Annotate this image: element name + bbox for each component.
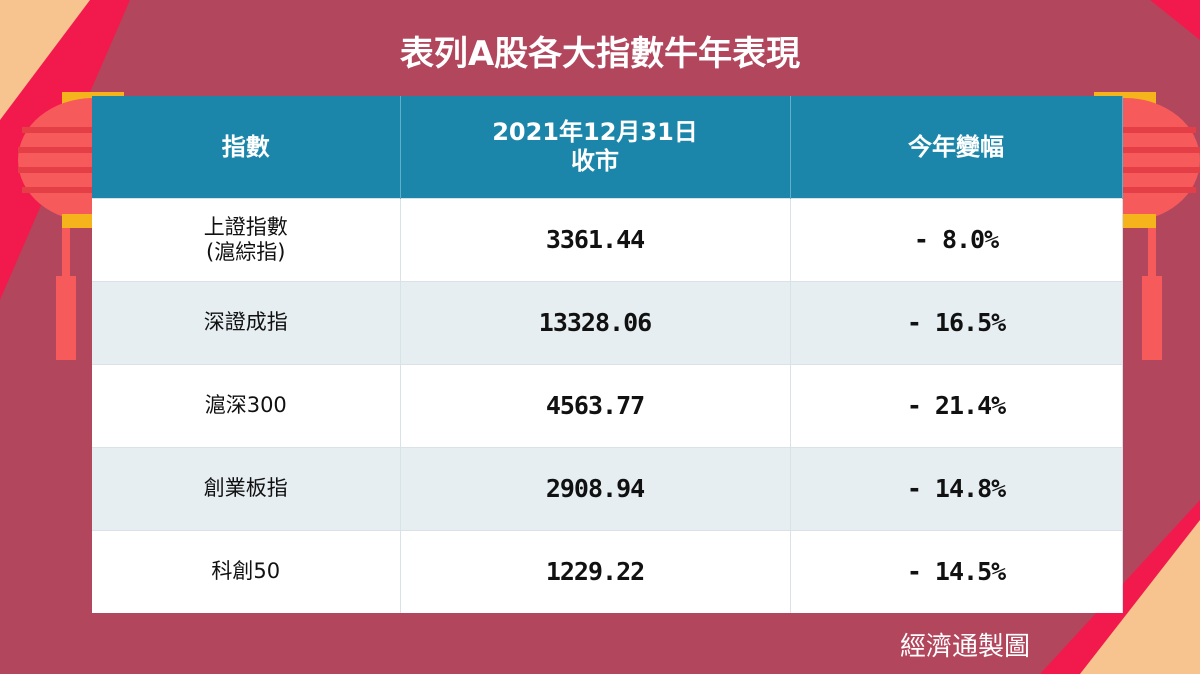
table-cell: 4563.77: [400, 364, 791, 448]
table-cell: 科創50: [92, 530, 401, 613]
table-cell: 2908.94: [400, 447, 791, 531]
table-row: 滬深300 4563.77- 21.4%: [92, 364, 1123, 448]
column-header: 指數: [92, 96, 401, 199]
index-table: 指數 2021年12月31日 收市 今年變幅 上證指數 (滬綜指) 3361.44- …: [92, 96, 1123, 613]
table-cell: - 14.5%: [790, 530, 1123, 613]
title: 表列A股各大指數牛年表現: [399, 34, 801, 74]
header-row: 指數 2021年12月31日 收市 今年變幅: [92, 96, 1123, 199]
column-header: 今年變幅: [790, 96, 1123, 199]
table-cell: 上證指數 (滬綜指): [92, 198, 401, 282]
table-cell: - 14.8%: [790, 447, 1123, 531]
table-body: 上證指數 (滬綜指) 3361.44- 8.0% 深證成指 13328.06- 16.…: [92, 198, 1123, 613]
table-cell: 滬深300: [92, 364, 401, 448]
table-row: 創業板指 2908.94- 14.8%: [92, 447, 1123, 531]
table-row: 科創50 1229.22- 14.5%: [92, 530, 1123, 613]
table-cell: - 8.0%: [790, 198, 1123, 282]
table-cell: 深證成指: [92, 281, 401, 365]
table-row: 上證指數 (滬綜指) 3361.44- 8.0%: [92, 198, 1123, 282]
column-header: 2021年12月31日 收市: [400, 96, 791, 199]
table-cell: - 16.5%: [790, 281, 1123, 365]
table-cell: - 21.4%: [790, 364, 1123, 448]
table-row: 深證成指 13328.06- 16.5%: [92, 281, 1123, 365]
credit: 經濟通製圖: [900, 632, 1031, 662]
table-cell: 3361.44: [400, 198, 791, 282]
table-cell: 創業板指: [92, 447, 401, 531]
table-cell: 13328.06: [400, 281, 791, 365]
table-cell: 1229.22: [400, 530, 791, 613]
